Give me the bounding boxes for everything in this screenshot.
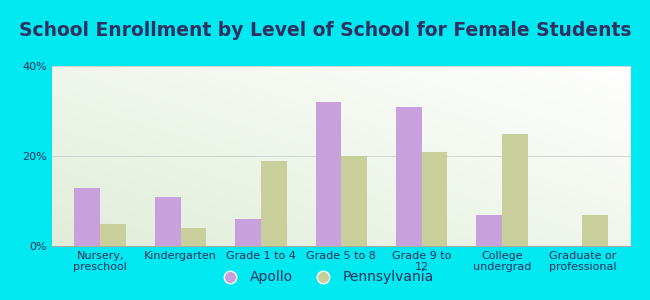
- Bar: [155, 196, 181, 246]
- Bar: [261, 160, 287, 246]
- Bar: [235, 219, 261, 246]
- Bar: [341, 156, 367, 246]
- Bar: [100, 224, 126, 246]
- Bar: [582, 214, 608, 246]
- Bar: [476, 214, 502, 246]
- Bar: [422, 152, 447, 246]
- Bar: [502, 134, 528, 246]
- Bar: [315, 102, 341, 246]
- Bar: [181, 228, 206, 246]
- Text: School Enrollment by Level of School for Female Students: School Enrollment by Level of School for…: [19, 21, 631, 40]
- Bar: [75, 188, 100, 246]
- Bar: [396, 106, 422, 246]
- Legend: Apollo, Pennsylvania: Apollo, Pennsylvania: [211, 265, 439, 290]
